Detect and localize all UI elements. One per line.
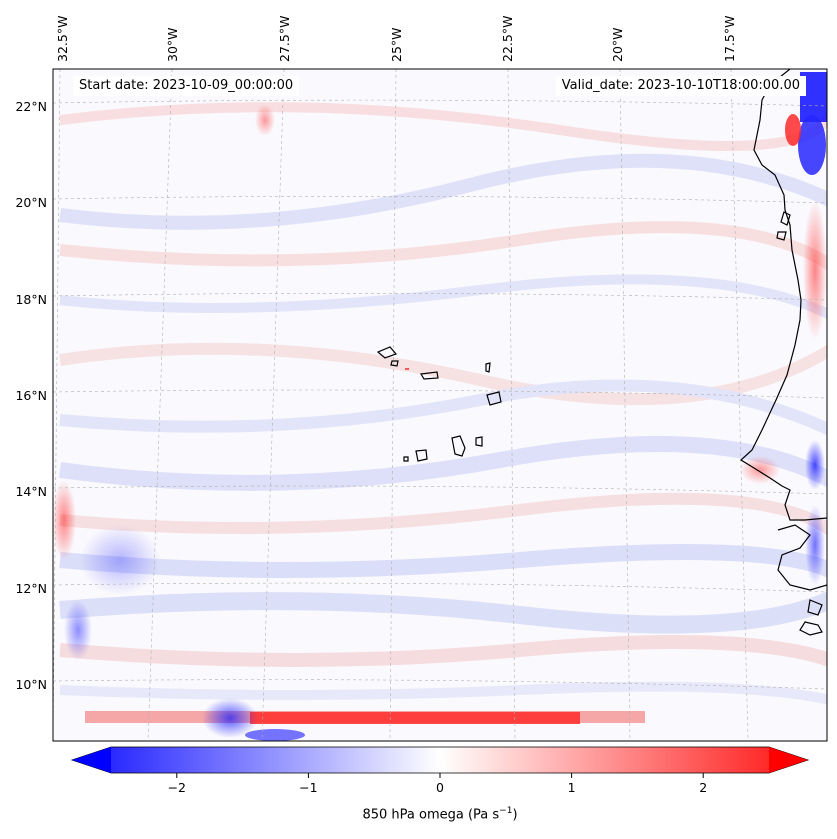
colorbar-tick-label: 0 — [436, 780, 444, 795]
latitude-labels: 22°N 20°N 18°N 16°N 14°N 12°N 10°N — [15, 99, 47, 692]
latitude-tick-label: 22°N — [15, 99, 47, 114]
valid-date-label: Valid_date: 2023-10-10T18:00:00.00 — [555, 76, 806, 96]
longitude-tick-label: 20°W — [610, 27, 625, 62]
longitude-tick-label: 25°W — [389, 27, 404, 62]
latitude-tick-label: 16°N — [15, 388, 47, 403]
colorbar-tick-label: 2 — [699, 780, 707, 795]
colorbar-label-close: ) — [512, 807, 518, 823]
latitude-tick-label: 12°N — [15, 581, 47, 596]
longitude-tick-label: 17.5°W — [722, 16, 737, 62]
latitude-tick-label: 14°N — [15, 484, 47, 499]
colorbar-label: 850 hPa omega (Pa s−1) — [0, 806, 837, 822]
colorbar-tick-label: −2 — [168, 780, 186, 795]
colorbar-label-text: 850 hPa omega (Pa s — [362, 807, 500, 823]
map-frame — [52, 68, 828, 742]
longitude-tick-label: 27.5°W — [277, 16, 292, 62]
omega-field — [53, 69, 827, 741]
latitude-tick-label: 20°N — [15, 195, 47, 210]
longitude-labels: 32.5°W 30°W 27.5°W 25°W 22.5°W 20°W 17.5°W — [55, 16, 737, 62]
colorbar: −2 −1 0 1 2 — [70, 746, 810, 795]
coastlines — [376, 69, 827, 636]
gridlines — [53, 69, 827, 741]
latitude-tick-label: 10°N — [15, 677, 47, 692]
colorbar-extend-low — [72, 747, 111, 773]
colorbar-ticks: −2 −1 0 1 2 — [168, 773, 707, 795]
longitude-tick-label: 32.5°W — [55, 16, 70, 62]
colorbar-tick-label: −1 — [299, 780, 317, 795]
longitude-tick-label: 22.5°W — [500, 16, 515, 62]
colorbar-tick-label: 1 — [568, 780, 576, 795]
start-date-label: Start date: 2023-10-09_00:00:00 — [73, 76, 300, 96]
latitude-tick-label: 18°N — [15, 292, 47, 307]
colorbar-label-exponent: −1 — [499, 806, 513, 816]
colorbar-body — [70, 746, 810, 774]
colorbar-extend-high — [769, 747, 808, 773]
longitude-tick-label: 30°W — [165, 27, 180, 62]
